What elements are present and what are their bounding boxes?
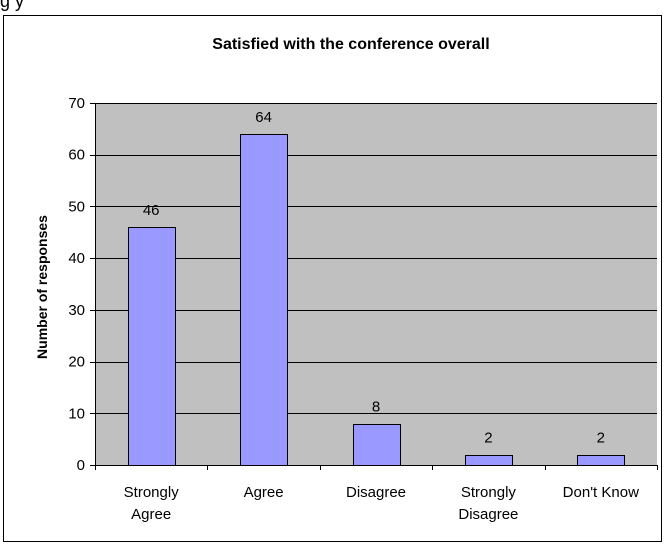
bar (465, 455, 513, 466)
bar (128, 227, 176, 466)
bars (128, 134, 625, 466)
y-tick-label: 0 (77, 457, 85, 474)
y-axis-label: Number of responses (34, 215, 50, 359)
clipped-header-text: g y (0, 0, 25, 11)
y-tick-label: 20 (68, 354, 85, 371)
x-category-label: Agree (131, 506, 171, 523)
x-category-label: Disagree (458, 506, 518, 523)
x-category-label: Strongly (461, 484, 517, 501)
bar (240, 134, 288, 466)
y-tick-label: 70 (68, 95, 85, 112)
data-label: 46 (143, 202, 160, 219)
x-category-label: Disagree (346, 484, 406, 501)
data-label: 8 (372, 399, 380, 416)
y-tick-label: 30 (68, 302, 85, 319)
y-tick-label: 60 (68, 147, 85, 164)
y-tick-labels: 0 10 20 30 40 50 60 70 (68, 95, 85, 474)
bar (353, 424, 401, 466)
data-label: 2 (597, 430, 605, 447)
data-label: 64 (255, 109, 272, 126)
x-category-label: Strongly (124, 484, 180, 501)
y-tick-label: 40 (68, 250, 85, 267)
x-category-labels: Strongly Agree Agree Disagree Strongly Disagr… (124, 484, 639, 523)
x-category-label: Agree (244, 484, 284, 501)
axes (90, 103, 658, 470)
data-label: 2 (484, 430, 492, 447)
bar (577, 455, 625, 466)
gridlines (95, 103, 657, 414)
x-category-label: Don't Know (563, 484, 639, 501)
plot-area (95, 103, 657, 465)
y-tick-label: 50 (68, 198, 85, 215)
y-tick-label: 10 (68, 405, 85, 422)
chart-title: Satisfied with the conference overall (212, 36, 489, 53)
